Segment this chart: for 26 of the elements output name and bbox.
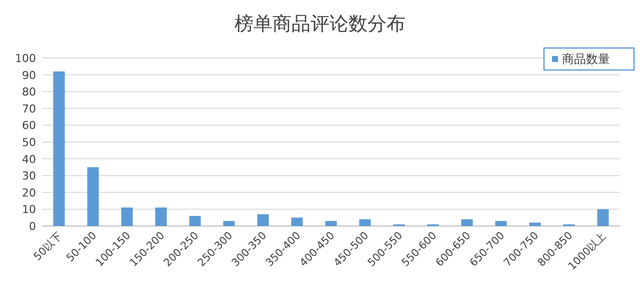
y-tick-label: 50 [22,136,36,149]
y-tick-label: 80 [22,86,36,99]
y-tick-label: 20 [22,186,36,200]
bar [325,220,337,226]
bar [155,208,167,226]
y-tick-label: 70 [22,102,36,116]
bar [495,220,507,226]
y-tick-label: 40 [22,152,36,166]
bar [257,214,269,226]
y-tick-label: 30 [22,170,36,183]
chart-title: 榜单商品评论数分布 [234,13,406,35]
bar [189,216,201,226]
y-tick-label: 90 [22,68,36,82]
bar [223,220,235,226]
y-tick-label: 10 [22,203,36,216]
bar [291,218,303,226]
bar [53,71,65,226]
bar [87,167,99,226]
bar [529,222,541,226]
bar [597,209,609,226]
bar [359,219,371,226]
bar [461,219,473,226]
y-tick-label: 100 [15,52,36,65]
legend-label: 商品数量 [562,52,610,66]
y-tick-label: 60 [22,119,36,132]
bar [121,208,133,226]
